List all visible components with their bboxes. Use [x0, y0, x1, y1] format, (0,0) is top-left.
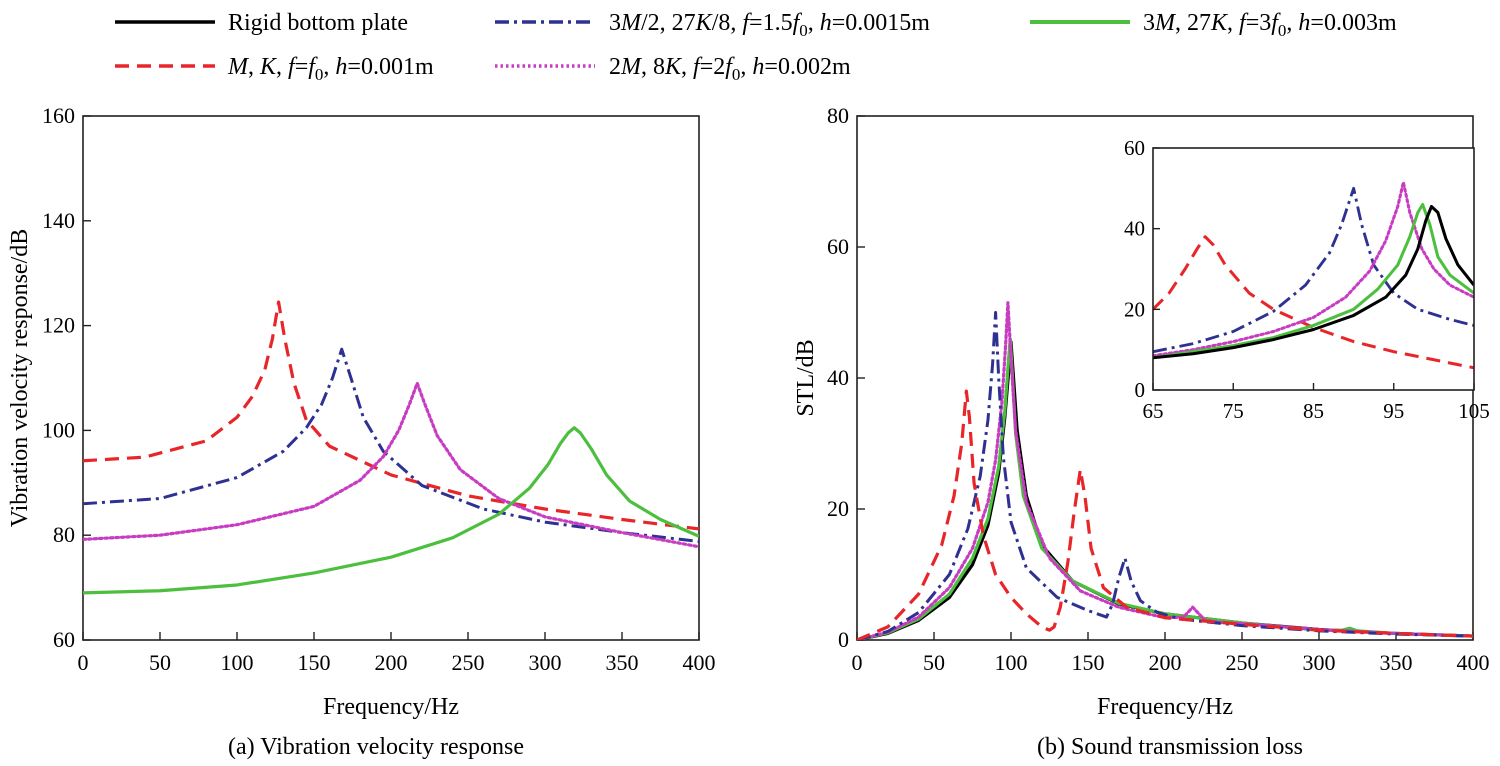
y-tick-label: 60 [827, 234, 849, 259]
x-tick-label: 150 [298, 650, 331, 675]
legend-entry-s3: 3M, 27K, f=3f0, h=0.003m [1030, 10, 1397, 40]
legend-label-s2: 2M, 8K, f=2f0, h=0.002m [609, 54, 851, 84]
y-tick-label: 0 [1135, 378, 1146, 402]
y-tick-label: 40 [1124, 217, 1145, 241]
series-line-s1 [83, 300, 699, 531]
series-line-s3 [1153, 202, 1474, 360]
x-tick-label: 0 [852, 650, 863, 675]
series-line-s1 [857, 389, 1473, 640]
chart-vibration-velocity: 60 80 100 120 140 160 0 50 100 150 200 250 300 350 40… [7, 103, 716, 760]
series-line-s3 [83, 426, 699, 595]
x-tick-label: 65 [1143, 399, 1164, 423]
legend-entry-s2: 2M, 8K, f=2f0, h=0.002m [495, 54, 851, 84]
y-tick-label: 120 [42, 313, 75, 338]
y-tick-label: 40 [827, 365, 849, 390]
y-tick-label: 80 [53, 522, 75, 547]
x-tick-label: 400 [683, 650, 716, 675]
legend-entry-rigid: Rigid bottom plate [115, 10, 408, 36]
legend-label-s1: M, K, f=f0, h=0.001m [227, 54, 434, 84]
series-group-b [857, 301, 1473, 640]
y-tick-label: 60 [1124, 136, 1145, 160]
x-ticks-b: 0 50 100 150 200 250 300 350 400 [852, 632, 1490, 675]
plot-frame-a [82, 115, 700, 641]
series-line-s15 [857, 311, 1473, 640]
legend-label-s15: 3M/2, 27K/8, f=1.5f0, h=0.0015m [609, 10, 930, 40]
x-tick-label: 400 [1457, 650, 1490, 675]
chart-title-b: (b) Sound transmission loss [1037, 734, 1303, 760]
x-tick-label: 250 [1226, 650, 1259, 675]
series-line-s2 [1153, 180, 1474, 358]
x-tick-label: 300 [529, 650, 562, 675]
y-tick-label: 160 [42, 103, 75, 128]
y-tick-label: 100 [42, 417, 75, 442]
x-tick-label: 100 [995, 650, 1028, 675]
y-ticks-inset: 0 20 40 60 [1124, 136, 1160, 402]
y-tick-label: 80 [827, 103, 849, 128]
x-ticks-a: 0 50 100 150 200 250 300 350 400 [78, 632, 716, 675]
y-ticks-b: 0 20 40 60 80 [827, 103, 865, 652]
x-tick-label: 350 [1380, 650, 1413, 675]
y-tick-label: 0 [838, 627, 849, 652]
legend-entry-s15: 3M/2, 27K/8, f=1.5f0, h=0.0015m [495, 10, 930, 40]
y-tick-label: 20 [827, 496, 849, 521]
x-tick-label: 50 [149, 650, 171, 675]
series-line-rigid [1153, 204, 1474, 360]
x-tick-label: 85 [1303, 399, 1324, 423]
x-tick-label: 300 [1303, 650, 1336, 675]
series-group-a [83, 300, 699, 595]
x-tick-label: 105 [1458, 399, 1490, 423]
x-tick-label: 95 [1383, 399, 1404, 423]
legend-entry-s1: M, K, f=f0, h=0.001m [115, 54, 434, 84]
x-tick-label: 50 [923, 650, 945, 675]
series-line-s15 [83, 347, 699, 543]
series-line-s1 [1153, 235, 1474, 370]
series-group-inset [1153, 180, 1474, 370]
legend-label-rigid: Rigid bottom plate [228, 10, 408, 36]
y-axis-label-b: STL/dB [793, 339, 819, 416]
x-tick-label: 200 [1149, 650, 1182, 675]
legend-label-s3: 3M, 27K, f=3f0, h=0.003m [1143, 10, 1397, 40]
legend: Rigid bottom plate 3M/2, 27K/8, f=1.5f0,… [115, 10, 1397, 84]
x-tick-label: 100 [221, 650, 254, 675]
y-ticks-a: 60 80 100 120 140 160 [42, 103, 91, 652]
chart-title-a: (a) Vibration velocity response [228, 734, 524, 760]
series-line-s15 [1153, 186, 1474, 354]
x-tick-label: 200 [375, 650, 408, 675]
x-axis-label-b: Frequency/Hz [1097, 694, 1233, 720]
x-axis-label-a: Frequency/Hz [323, 694, 459, 720]
x-tick-label: 150 [1072, 650, 1105, 675]
y-tick-label: 140 [42, 208, 75, 233]
y-axis-label-a: Vibration velocity response/dB [7, 229, 33, 528]
inset-zoom-plot: 0 20 40 60 65 75 85 95 105 [1124, 136, 1490, 423]
x-tick-label: 0 [78, 650, 89, 675]
x-tick-label: 75 [1223, 399, 1244, 423]
y-tick-label: 20 [1124, 297, 1145, 321]
x-tick-label: 250 [452, 650, 485, 675]
series-line-s2 [83, 381, 699, 549]
y-tick-label: 60 [53, 627, 75, 652]
x-ticks-inset: 65 75 85 95 105 [1143, 383, 1490, 423]
x-tick-label: 350 [606, 650, 639, 675]
